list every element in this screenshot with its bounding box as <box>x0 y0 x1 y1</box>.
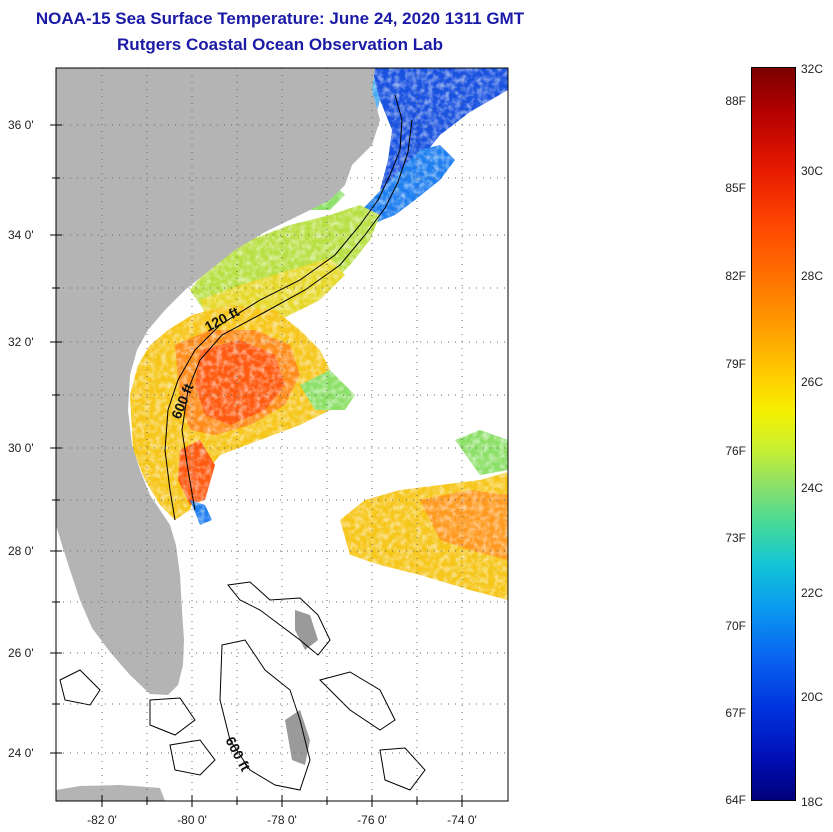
land <box>56 68 380 801</box>
lon-tick-label: -74 0' <box>447 813 477 827</box>
colorbar-fahrenheit-label: 73F <box>725 531 746 545</box>
lat-tick-label: 26 0' <box>8 646 34 660</box>
map-title: NOAA-15 Sea Surface Temperature: June 24… <box>35 9 525 28</box>
colorbar-celsius-label: 24C <box>801 481 824 495</box>
colorbar-celsius-label: 32C <box>801 62 824 76</box>
map-subtitle: Rutgers Coastal Ocean Observation Lab <box>117 35 443 54</box>
lat-tick-label: 24 0' <box>8 746 34 760</box>
colorbar-celsius-label: 28C <box>801 269 824 283</box>
colorbar-fahrenheit-label: 67F <box>725 706 746 720</box>
lon-tick-label: -78 0' <box>267 813 297 827</box>
colorbar-fahrenheit-label: 88F <box>725 94 746 108</box>
lat-tick-label: 30 0' <box>8 441 34 455</box>
lon-tick-label: -80 0' <box>177 813 207 827</box>
colorbar-fahrenheit-label: 85F <box>725 181 746 195</box>
colorbar-celsius-label: 20C <box>801 690 824 704</box>
lat-tick-label: 28 0' <box>8 544 34 558</box>
colorbar-fahrenheit-label: 82F <box>725 269 746 283</box>
colorbar-fahrenheit-label: 79F <box>725 357 746 371</box>
longitude-labels: -82 0' -80 0' -78 0' -76 0' -74 0' <box>87 813 477 827</box>
colorbar-celsius-label: 30C <box>801 164 824 178</box>
colorbar-fahrenheit-label: 70F <box>725 619 746 633</box>
colorbar-fahrenheit-label: 76F <box>725 444 746 458</box>
lon-tick-label: -82 0' <box>87 813 117 827</box>
colorbar-fahrenheit-label: 64F <box>725 793 746 807</box>
colorbar-celsius-label: 18C <box>801 795 824 809</box>
axis-ticks <box>50 124 463 807</box>
lat-tick-label: 34 0' <box>8 228 34 242</box>
latitude-labels: 36 0' 34 0' 32 0' 30 0' 28 0' 26 0' 24 0… <box>8 118 34 760</box>
lat-tick-label: 36 0' <box>8 118 34 132</box>
colorbar-celsius-label: 26C <box>801 375 824 389</box>
lat-tick-label: 32 0' <box>8 335 34 349</box>
lon-tick-label: -76 0' <box>357 813 387 827</box>
temperature-colorbar <box>751 67 796 801</box>
colorbar-celsius-label: 22C <box>801 586 824 600</box>
bathymetry-contours <box>59 94 426 791</box>
